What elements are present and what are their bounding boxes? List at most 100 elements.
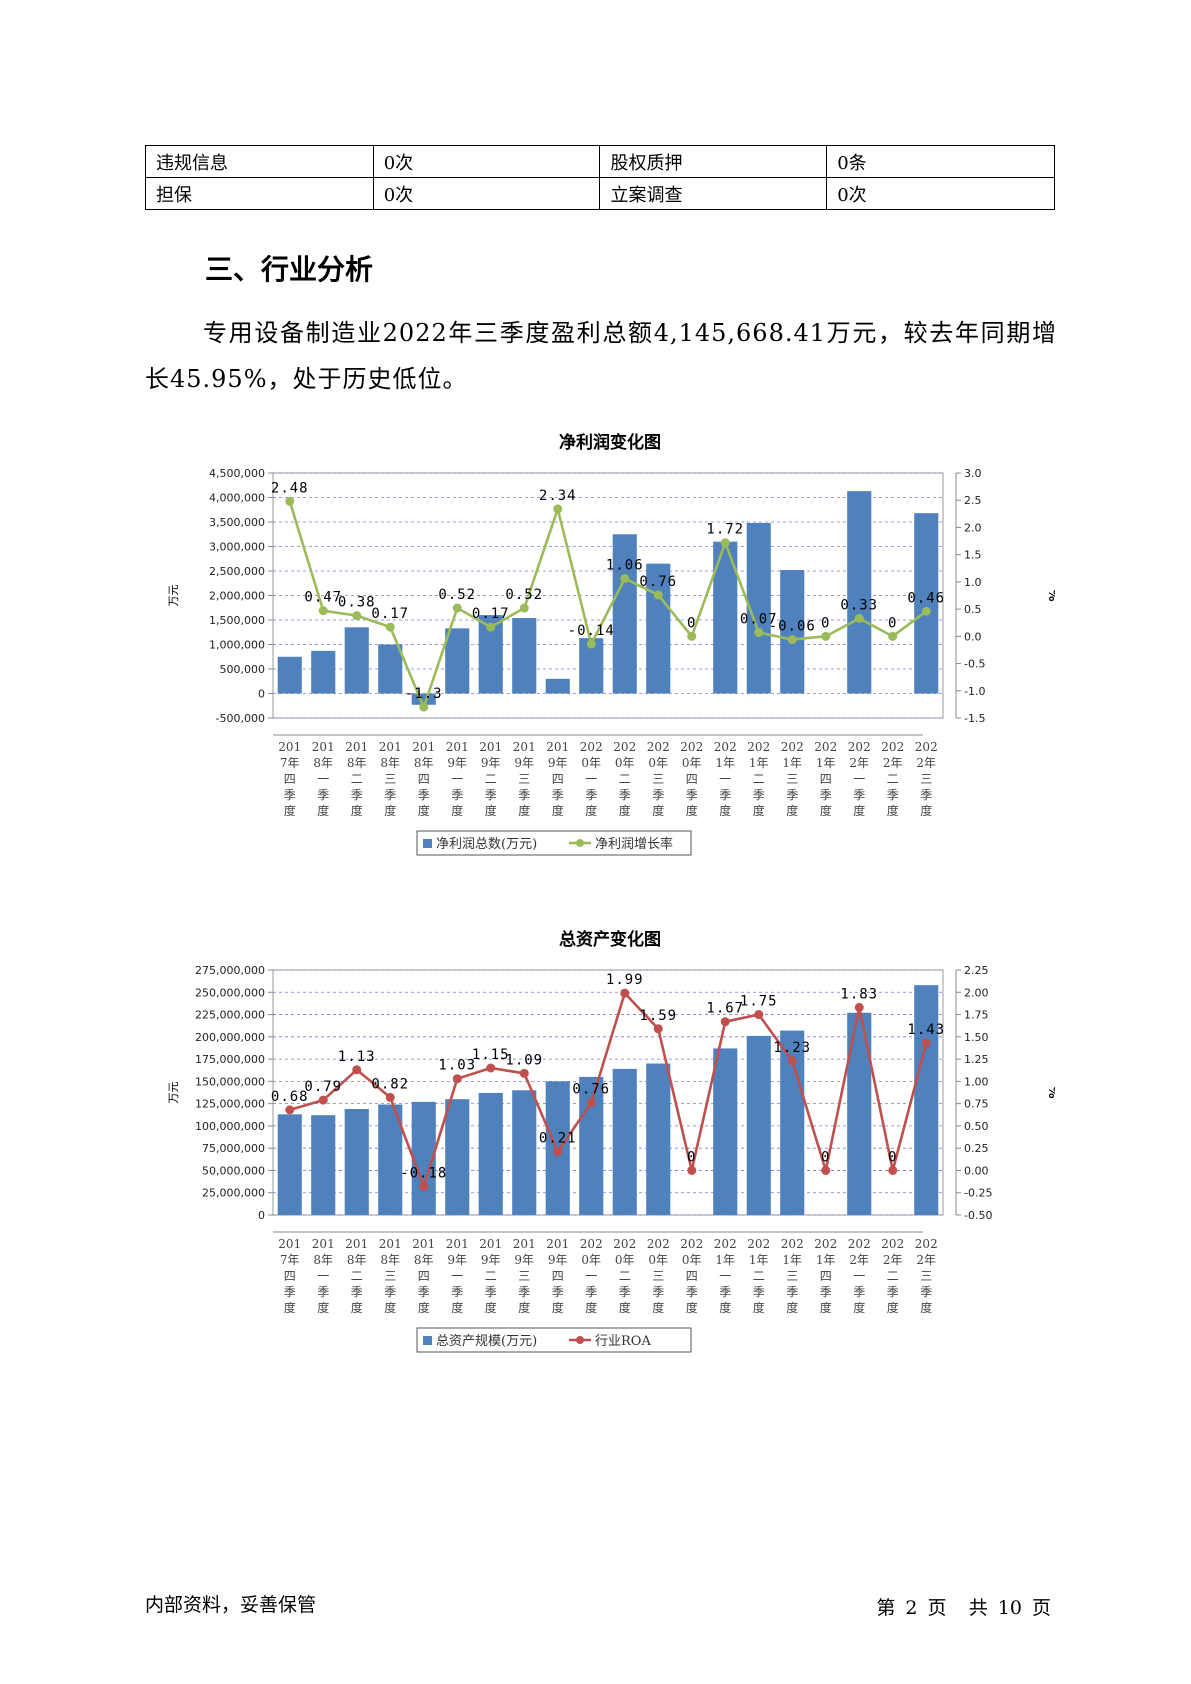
total-assets-x-tick-label: 度 <box>418 1300 430 1315</box>
total-assets-left-tick-label: 125,000,000 <box>195 1098 265 1111</box>
net-profit-left-tick-label: 2,500,000 <box>209 565 265 578</box>
net-profit-line-point <box>821 631 831 641</box>
net-profit-x-tick-label: 度 <box>418 803 430 818</box>
net-profit-data-label: 0.07 <box>740 612 778 628</box>
net-profit-x-tick-label: 202 <box>848 740 871 754</box>
net-profit-x-tick-label: 季 <box>853 788 865 802</box>
total-assets-left-tick-label: 225,000,000 <box>195 1009 265 1022</box>
total-assets-x-tick-label: 季 <box>351 1285 363 1299</box>
total-assets-data-label: 0 <box>888 1149 897 1165</box>
total-assets-left-unit: 万元 <box>167 1082 180 1104</box>
total-assets-x-tick-label: 季 <box>887 1285 899 1299</box>
total-assets-x-tick-label: 一 <box>853 1269 865 1283</box>
net-profit-x-tick-label: 202 <box>647 740 670 754</box>
total-assets-bar <box>378 1104 403 1215</box>
net-profit-x-tick-label: 季 <box>552 788 564 802</box>
total-assets-x-tick-label: 9年 <box>514 1253 534 1267</box>
total-assets-data-label: 1.43 <box>907 1022 945 1038</box>
total-assets-line-point <box>653 1024 663 1034</box>
total-assets-x-tick-label: 季 <box>853 1285 865 1299</box>
total-assets-x-tick-label: 8年 <box>313 1253 333 1267</box>
net-profit-x-tick-label: 季 <box>351 788 363 802</box>
total-assets-data-label: 1.03 <box>438 1058 476 1074</box>
total-assets-bar <box>277 1114 302 1215</box>
net-profit-x-tick-label: 季 <box>652 788 664 802</box>
net-profit-line-point <box>921 606 931 616</box>
net-profit-line-point <box>888 631 898 641</box>
net-profit-x-tick-label: 度 <box>351 803 363 818</box>
total-assets-bar <box>311 1115 336 1215</box>
total-assets-x-tick-label: 2年 <box>883 1253 903 1267</box>
net-profit-x-tick-label: 度 <box>719 803 731 818</box>
net-profit-left-tick-label: 4,500,000 <box>209 467 265 480</box>
net-profit-data-label: -0.14 <box>568 623 615 639</box>
net-profit-line-point <box>318 606 328 616</box>
total-assets-x-tick-label: 季 <box>619 1285 631 1299</box>
net-profit-x-tick-label: 四 <box>418 772 430 786</box>
net-profit-chart: 净利润变化图 4,500,000 4,000,000 3,500,000 3,000,0… <box>165 425 1055 885</box>
net-profit-data-label: 0.46 <box>907 590 945 606</box>
total-assets-left-tick-label: 250,000,000 <box>195 986 265 999</box>
net-profit-x-tick-label: 0年 <box>648 756 668 770</box>
total-assets-x-tick-label: 度 <box>719 1300 731 1315</box>
total-assets-x-tick-label: 一 <box>451 1269 463 1283</box>
net-profit-bar <box>914 513 939 694</box>
net-profit-x-tick-label: 季 <box>719 788 731 802</box>
net-profit-left-tick-label: 4,000,000 <box>209 492 265 505</box>
total-assets-right-tick-label: -0.50 <box>964 1209 992 1222</box>
total-assets-x-tick-label: 度 <box>451 1300 463 1315</box>
total-assets-data-label: 1.23 <box>773 1040 811 1056</box>
net-profit-x-tick-label: 度 <box>619 803 631 818</box>
net-profit-x-tick-label: 度 <box>652 803 664 818</box>
net-profit-right-tick-label: 1.0 <box>964 576 982 589</box>
net-profit-x-tick-label: 二 <box>753 772 765 786</box>
net-profit-x-tick-label: 季 <box>485 788 497 802</box>
total-assets-data-label: 0.76 <box>572 1082 610 1098</box>
total-assets-data-label: 0.82 <box>371 1076 409 1092</box>
net-profit-right-tick-label: -0.5 <box>964 658 985 671</box>
net-profit-x-tick-label: 202 <box>747 740 770 754</box>
net-profit-left-tick-label: 1,500,000 <box>209 614 265 627</box>
net-profit-x-tick-label: 1年 <box>782 756 802 770</box>
total-assets-x-tick-label: 202 <box>747 1237 770 1251</box>
total-assets-legend-bar-swatch <box>423 1336 432 1345</box>
total-assets-line-point <box>553 1147 563 1157</box>
net-profit-x-tick-label: 202 <box>881 740 904 754</box>
net-profit-x-tick-label: 202 <box>613 740 636 754</box>
net-profit-x-tick-label: 0年 <box>615 756 635 770</box>
total-assets-right-tick-label: 1.50 <box>964 1031 989 1044</box>
total-assets-x-tick-label: 季 <box>753 1285 765 1299</box>
total-assets-x-tick-label: 季 <box>820 1285 832 1299</box>
net-profit-line-point <box>486 622 496 632</box>
total-assets-data-label: 0 <box>821 1149 830 1165</box>
total-assets-line-point <box>921 1038 931 1048</box>
total-assets-x-tick-label: 度 <box>485 1300 497 1315</box>
net-profit-data-label: 0.52 <box>505 587 543 603</box>
net-profit-x-tick-label: 季 <box>384 788 396 802</box>
total-assets-line-point <box>687 1165 697 1175</box>
net-profit-left-tick-label: 3,500,000 <box>209 516 265 529</box>
net-profit-x-tick-label: 三 <box>920 772 932 786</box>
net-profit-data-label: -0.06 <box>769 619 816 635</box>
total-assets-x-tick-label: 202 <box>613 1237 636 1251</box>
total-assets-line-point <box>620 988 630 998</box>
net-profit-x-tick-label: 8年 <box>313 756 333 770</box>
net-profit-line-point <box>854 613 864 623</box>
total-assets-x-tick-label: 四 <box>552 1269 564 1283</box>
total-assets-x-tick-label: 季 <box>485 1285 497 1299</box>
net-profit-x-tick-label: 1年 <box>816 756 836 770</box>
total-assets-right-tick-label: 0.75 <box>964 1098 989 1111</box>
net-profit-data-label: 0.52 <box>438 587 476 603</box>
total-assets-data-label: -0.18 <box>400 1165 447 1181</box>
total-assets-x-tick-label: 7年 <box>280 1253 300 1267</box>
net-profit-data-label: 1.72 <box>706 522 744 538</box>
total-assets-x-tick-label: 度 <box>518 1300 530 1315</box>
total-assets-right-tick-label: 1.00 <box>964 1075 989 1088</box>
net-profit-x-tick-label: 度 <box>786 803 798 818</box>
net-profit-left-tick-label: 500,000 <box>220 663 266 676</box>
net-profit-x-tick-label: 2年 <box>883 756 903 770</box>
net-profit-line-point <box>787 635 797 645</box>
analysis-paragraph: 专用设备制造业2022年三季度盈利总额4,145,668.41万元，较去年同期增… <box>145 319 1057 393</box>
total-assets-x-tick-label: 度 <box>853 1300 865 1315</box>
total-assets-x-tick-label: 季 <box>786 1285 798 1299</box>
